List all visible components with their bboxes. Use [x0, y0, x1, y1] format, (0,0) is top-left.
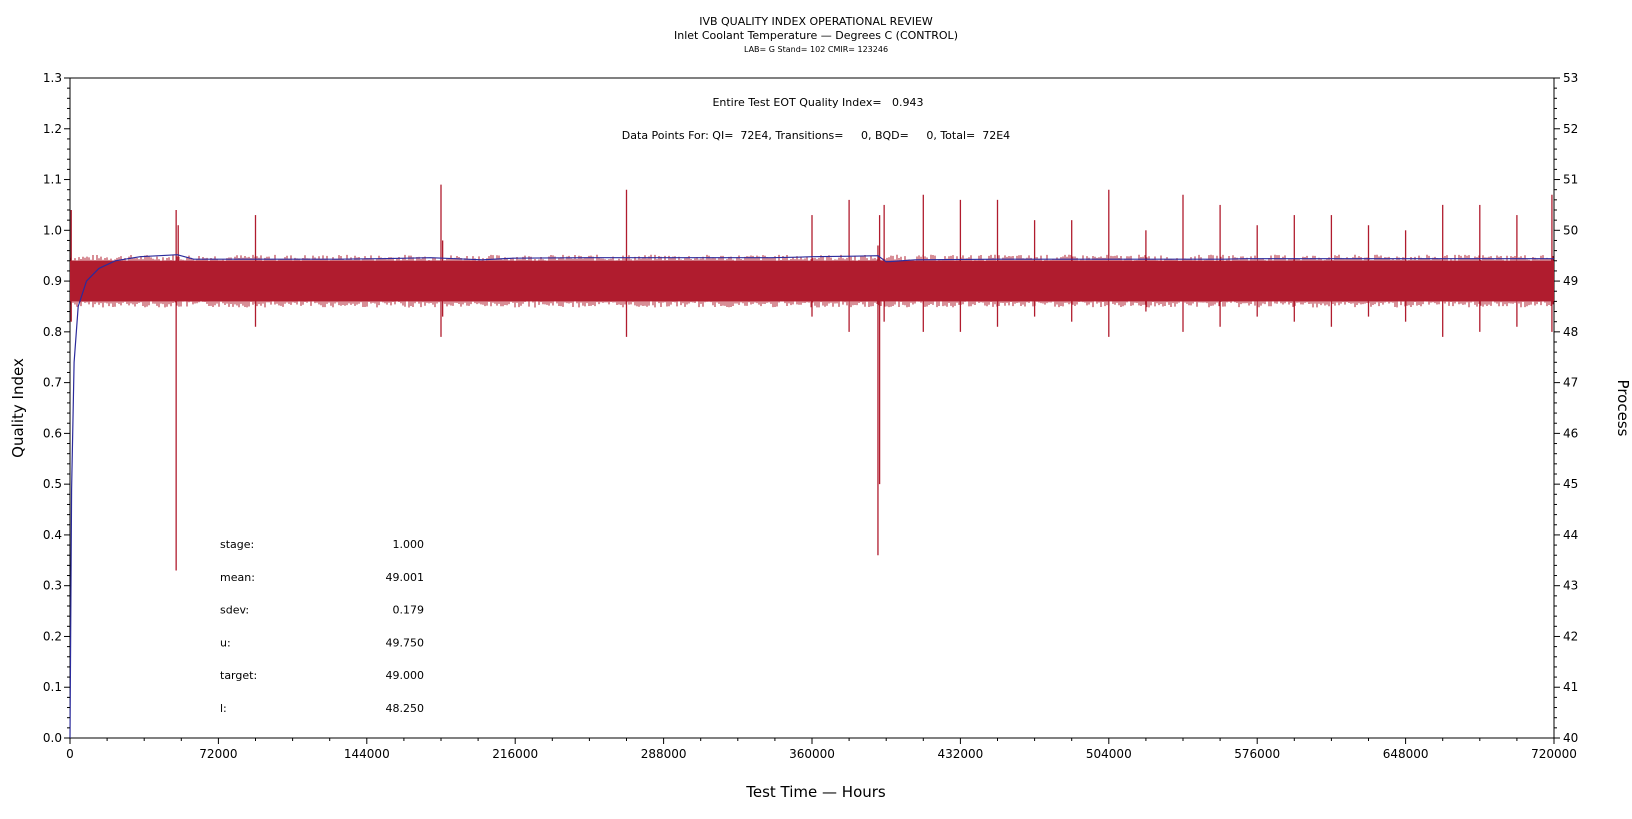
stat-label: l: [220, 702, 227, 715]
x-tick-label: 0 [66, 747, 74, 761]
x-tick-label: 72000 [199, 747, 237, 761]
stat-value: 49.000 [386, 669, 425, 682]
y2-tick-label: 53 [1563, 71, 1578, 85]
y-tick-label: 0.2 [43, 629, 62, 643]
y2-tick-label: 45 [1563, 477, 1578, 491]
y2-tick-label: 44 [1563, 528, 1578, 542]
stat-label: u: [220, 636, 231, 649]
y-tick-label: 0.7 [43, 376, 62, 390]
x-tick-label: 576000 [1234, 747, 1280, 761]
y-tick-label: 0.1 [43, 680, 62, 694]
y2-tick-label: 40 [1563, 731, 1578, 745]
stats-block: stage: 1.000 mean: 49.001 sdev: 0.179 u: 49.750… [220, 538, 424, 715]
y-tick-label: 0.8 [43, 325, 62, 339]
stat-value: 48.250 [386, 702, 425, 715]
chart-subtitle: Inlet Coolant Temperature — Degrees C (C… [674, 29, 958, 42]
y-tick-label: 0.6 [43, 426, 62, 440]
y2-tick-label: 51 [1563, 173, 1578, 187]
y-tick-label: 1.1 [43, 173, 62, 187]
y-tick-label: 1.3 [43, 71, 62, 85]
chart-title: IVB QUALITY INDEX OPERATIONAL REVIEW [699, 15, 933, 28]
y-tick-label: 1.0 [43, 223, 62, 237]
y-tick-label: 0.5 [43, 477, 62, 491]
y2-tick-label: 46 [1563, 426, 1578, 440]
y2-axis-title: Process [1614, 380, 1632, 437]
y2-tick-label: 50 [1563, 223, 1578, 237]
process-spikes [70, 184, 1553, 571]
y-axis-title: Quality Index [9, 358, 27, 458]
quality-index-series [69, 254, 1554, 739]
y-tick-label: 1.2 [43, 122, 62, 136]
x-tick-label: 216000 [492, 747, 538, 761]
y2-tick-label: 47 [1563, 376, 1578, 390]
x-tick-label: 648000 [1383, 747, 1429, 761]
stat-label: stage: [220, 538, 254, 551]
y2-tick-label: 42 [1563, 629, 1578, 643]
x-tick-label: 432000 [937, 747, 983, 761]
plot-area-frame [69, 77, 1555, 739]
axis-ticks: 0 72000 144000 216000 288000 360000 432000 5040… [43, 71, 1578, 761]
y-tick-label: 0.3 [43, 579, 62, 593]
chart-lab-info: LAB= G Stand= 102 CMIR= 123246 [744, 45, 888, 54]
eot-quality-index-annotation: Entire Test EOT Quality Index= 0.943 [712, 96, 923, 109]
y-tick-label: 0.4 [43, 528, 62, 542]
stat-label: target: [220, 669, 257, 682]
x-axis-title: Test Time — Hours [745, 783, 886, 801]
x-tick-label: 360000 [789, 747, 835, 761]
y-tick-label: 0.0 [43, 731, 62, 745]
stat-label: mean: [220, 571, 255, 584]
y2-tick-label: 48 [1563, 325, 1578, 339]
stat-label: sdev: [220, 604, 249, 617]
stat-value: 1.000 [393, 538, 425, 551]
x-tick-label: 720000 [1531, 747, 1577, 761]
y-tick-label: 0.9 [43, 274, 62, 288]
x-tick-label: 144000 [344, 747, 390, 761]
stat-value: 49.750 [386, 636, 425, 649]
stat-value: 0.179 [393, 604, 425, 617]
x-tick-label: 288000 [641, 747, 687, 761]
y2-tick-label: 43 [1563, 579, 1578, 593]
x-tick-label: 504000 [1086, 747, 1132, 761]
quality-index-line [69, 254, 1554, 739]
y2-tick-label: 52 [1563, 122, 1578, 136]
stat-value: 49.001 [386, 571, 425, 584]
data-points-annotation: Data Points For: QI= 72E4, Transitions= … [622, 129, 1010, 142]
y2-tick-label: 49 [1563, 274, 1578, 288]
y2-tick-label: 41 [1563, 680, 1578, 694]
